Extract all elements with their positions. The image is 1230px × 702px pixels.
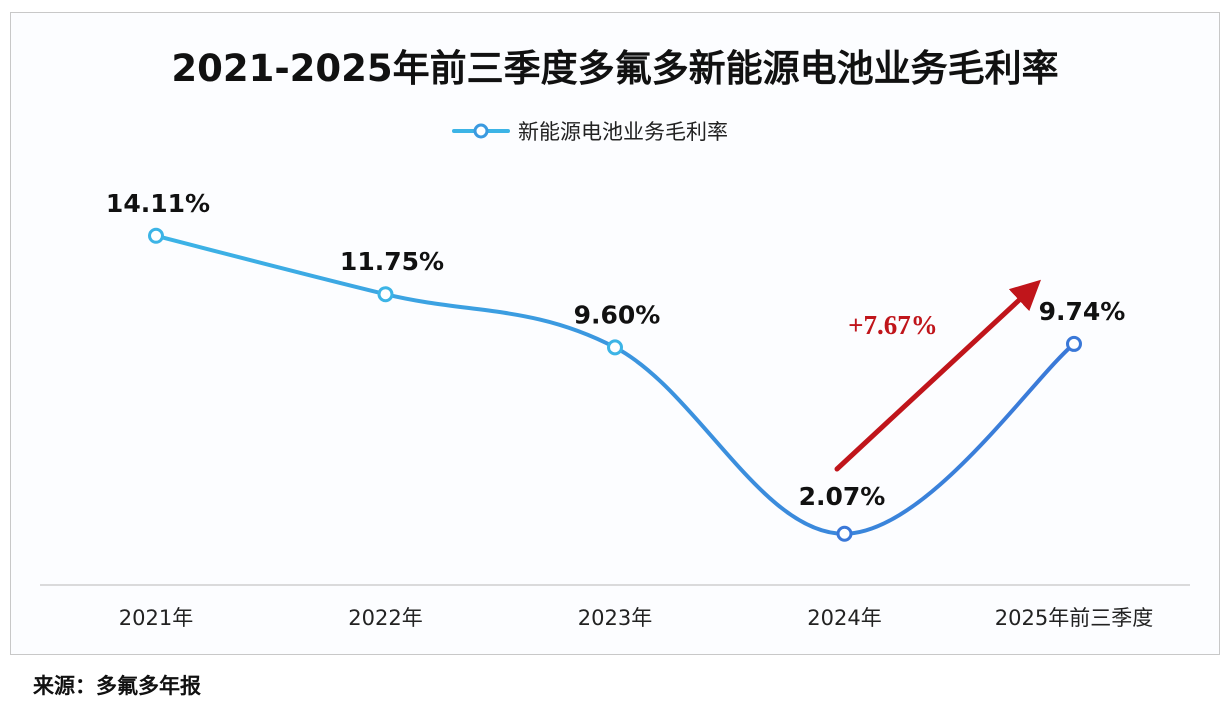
x-tick-label: 2025年前三季度 [995,606,1153,630]
data-label: 9.60% [574,300,661,329]
chart-frame [10,12,1220,655]
data-point [836,525,853,542]
data-label: 2.07% [799,482,886,511]
x-tick-label: 2022年 [348,606,422,630]
data-point [607,339,623,356]
data-point [1066,335,1082,352]
increase-arrow [834,279,1041,472]
chart-title: 2021-2025年前三季度多氟多新能源电池业务毛利率 [171,47,1059,90]
series-line [155,233,1076,536]
x-tick-label: 2024年 [807,606,881,630]
x-tick-label: 2023年 [578,606,652,630]
increase-annotation: +7.67% [848,310,938,340]
data-label: 9.74% [1039,297,1126,326]
legend-label: 新能源电池业务毛利率 [518,120,728,144]
data-label: 11.75% [340,247,444,276]
legend: 新能源电池业务毛利率 [452,116,728,146]
data-point [377,286,394,303]
data-point [148,227,164,244]
legend-line-marker-icon [452,123,510,139]
source-note: 来源：多氟多年报 [33,674,201,698]
data-label: 14.11% [106,189,210,218]
x-tick-label: 2021年 [119,606,193,630]
